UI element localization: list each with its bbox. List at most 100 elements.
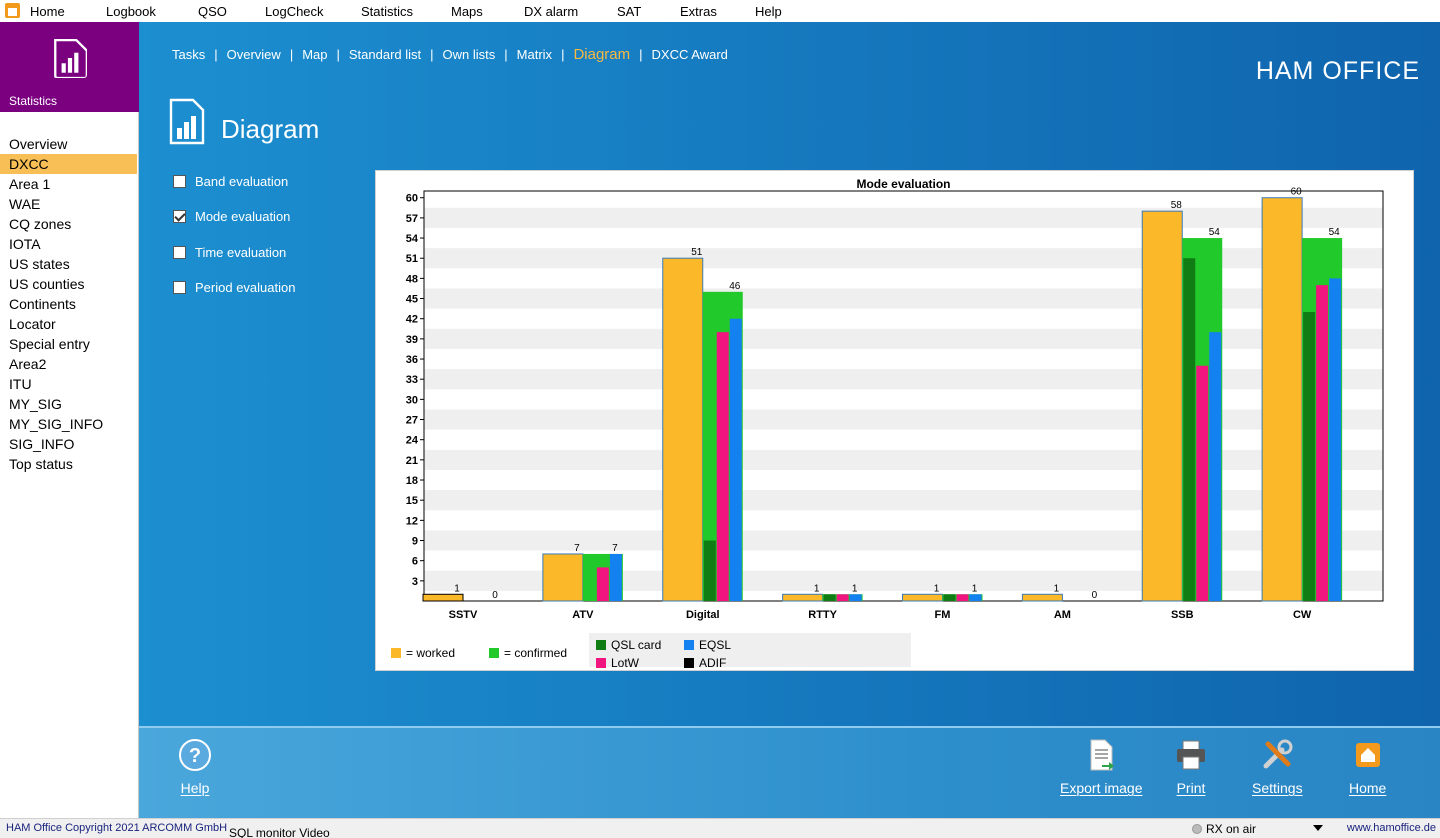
sql-monitor-video-links[interactable]: SQL monitor Video — [229, 826, 330, 838]
y-tick-label: 15 — [406, 495, 418, 507]
sidebar-item-us-states[interactable]: US states — [9, 256, 70, 272]
legend-adif-label: ADIF — [699, 656, 726, 670]
menu-home[interactable]: Home — [30, 4, 65, 19]
x-tick-label: CW — [1293, 609, 1312, 621]
menu-statistics[interactable]: Statistics — [361, 4, 414, 19]
export-image-label: Export image — [1060, 780, 1143, 796]
legend-lotw-label: LotW — [611, 656, 640, 670]
data-label-worked: 60 — [1291, 187, 1303, 198]
grid-band — [424, 449, 1383, 470]
tab-overview[interactable]: Overview — [226, 47, 281, 62]
bar-worked — [662, 257, 704, 602]
legend-worked-label: = worked — [406, 646, 455, 660]
y-tick-label: 36 — [406, 354, 418, 366]
menu-help[interactable]: Help — [755, 4, 782, 19]
print-label: Print — [1176, 780, 1206, 796]
export-image-button[interactable]: Export image — [1060, 738, 1142, 796]
website-link[interactable]: www.hamoffice.de — [1346, 822, 1436, 834]
bar-worked — [1141, 210, 1183, 602]
option-period-evaluation[interactable]: Period evaluation — [173, 280, 295, 295]
bar-lotw — [1196, 365, 1209, 601]
y-tick-label: 60 — [406, 193, 418, 205]
sidebar-item-sig-info[interactable]: SIG_INFO — [9, 436, 75, 452]
bar-lotw — [1316, 285, 1329, 601]
legend-confirmed-label: = confirmed — [504, 646, 567, 660]
menu-sat[interactable]: SAT — [617, 4, 642, 19]
period-evaluation-checkbox[interactable] — [173, 281, 186, 294]
y-tick-label: 51 — [406, 253, 418, 265]
menu-logbook[interactable]: Logbook — [106, 4, 156, 19]
bar-qsl-card — [1183, 258, 1196, 601]
home-button[interactable]: Home — [1349, 738, 1386, 796]
option-time-evaluation[interactable]: Time evaluation — [173, 245, 286, 260]
data-label-worked: 1 — [1054, 583, 1060, 594]
y-tick-label: 39 — [406, 334, 418, 346]
rx-status[interactable]: RX on air — [1192, 822, 1256, 836]
grid-band — [424, 207, 1383, 228]
sidebar-item-locator[interactable]: Locator — [9, 316, 56, 332]
sidebar-item-special-entry[interactable]: Special entry — [9, 336, 90, 352]
sidebar-item-area-1[interactable]: Area 1 — [9, 176, 51, 192]
y-tick-label: 3 — [412, 576, 418, 588]
sidebar-item-itu[interactable]: ITU — [9, 376, 32, 392]
y-tick-label: 33 — [406, 374, 418, 386]
grid-band — [424, 369, 1383, 390]
option-mode-evaluation[interactable]: Mode evaluation — [173, 209, 290, 224]
settings-button[interactable]: Settings — [1252, 738, 1303, 796]
y-tick-label: 21 — [406, 455, 418, 467]
mode-evaluation-checkbox[interactable] — [173, 210, 186, 223]
data-label-confirmed: 54 — [1209, 227, 1221, 238]
bar-worked — [782, 593, 824, 602]
menu-logcheck[interactable]: LogCheck — [265, 4, 324, 19]
tab-standard-list[interactable]: Standard list — [348, 47, 422, 62]
print-button[interactable]: Print — [1174, 738, 1208, 796]
sidebar-item-my-sig-info[interactable]: MY_SIG_INFO — [9, 416, 104, 432]
tab-diagram[interactable]: Diagram — [573, 46, 631, 63]
sidebar-item-us-counties[interactable]: US counties — [9, 276, 85, 292]
bar-eqsl — [609, 553, 622, 601]
rx-status-label: RX on air — [1206, 822, 1257, 836]
sidebar-item-overview[interactable]: Overview — [9, 136, 68, 152]
menu-dx-alarm[interactable]: DX alarm — [524, 4, 579, 19]
tab-map[interactable]: Map — [302, 47, 328, 62]
option-band-evaluation[interactable]: Band evaluation — [173, 174, 288, 189]
diagram-icon — [169, 98, 205, 145]
sidebar-item-iota[interactable]: IOTA — [9, 236, 41, 252]
sidebar-list: Overview DXCC Area 1 WAE CQ zones IOTA U… — [0, 134, 139, 474]
home-label: Home — [1349, 780, 1387, 796]
time-evaluation-label: Time evaluation — [195, 245, 287, 260]
data-label-confirmed: 7 — [612, 543, 618, 554]
menu-qso[interactable]: QSO — [198, 4, 227, 19]
band-evaluation-checkbox[interactable] — [173, 175, 186, 188]
bar-lotw — [956, 594, 969, 601]
legend-sub-box — [589, 633, 911, 667]
rx-indicator-icon — [1192, 824, 1202, 834]
rx-dropdown-icon[interactable] — [1313, 825, 1323, 831]
x-tick-label: FM — [935, 609, 951, 621]
tab-tasks[interactable]: Tasks — [172, 47, 206, 62]
sidebar-item-my-sig[interactable]: MY_SIG — [9, 396, 62, 412]
sidebar-item-top-status[interactable]: Top status — [9, 456, 73, 472]
tab-bar: Tasks | Overview | Map | Standard list | Own… — [172, 46, 728, 63]
data-label-confirmed: 0 — [1092, 590, 1098, 601]
tab-dxcc-award[interactable]: DXCC Award — [651, 47, 728, 62]
home-icon[interactable] — [5, 3, 20, 18]
bar-lotw — [836, 594, 849, 601]
menu-extras[interactable]: Extras — [680, 4, 717, 19]
sidebar-item-wae[interactable]: WAE — [9, 196, 41, 212]
sidebar: Statistics Overview DXCC Area 1 WAE CQ z… — [0, 22, 139, 818]
help-button[interactable]: ? Help — [178, 738, 212, 796]
data-label-confirmed: 1 — [972, 583, 978, 594]
y-tick-label: 12 — [406, 515, 418, 527]
copyright-text: HAM Office Copyright 2021 ARCOMM GmbH — [6, 822, 228, 834]
time-evaluation-checkbox[interactable] — [173, 246, 186, 259]
tab-matrix[interactable]: Matrix — [516, 47, 553, 62]
tab-own-lists[interactable]: Own lists — [442, 47, 496, 62]
sidebar-item-area2[interactable]: Area2 — [9, 356, 47, 372]
sidebar-item-dxcc[interactable]: DXCC — [0, 154, 137, 174]
sidebar-item-continents[interactable]: Continents — [9, 296, 76, 312]
menu-maps[interactable]: Maps — [451, 4, 483, 19]
sidebar-item-cq-zones[interactable]: CQ zones — [9, 216, 72, 232]
bar-lotw — [716, 332, 729, 601]
x-tick-label: AM — [1054, 609, 1071, 621]
